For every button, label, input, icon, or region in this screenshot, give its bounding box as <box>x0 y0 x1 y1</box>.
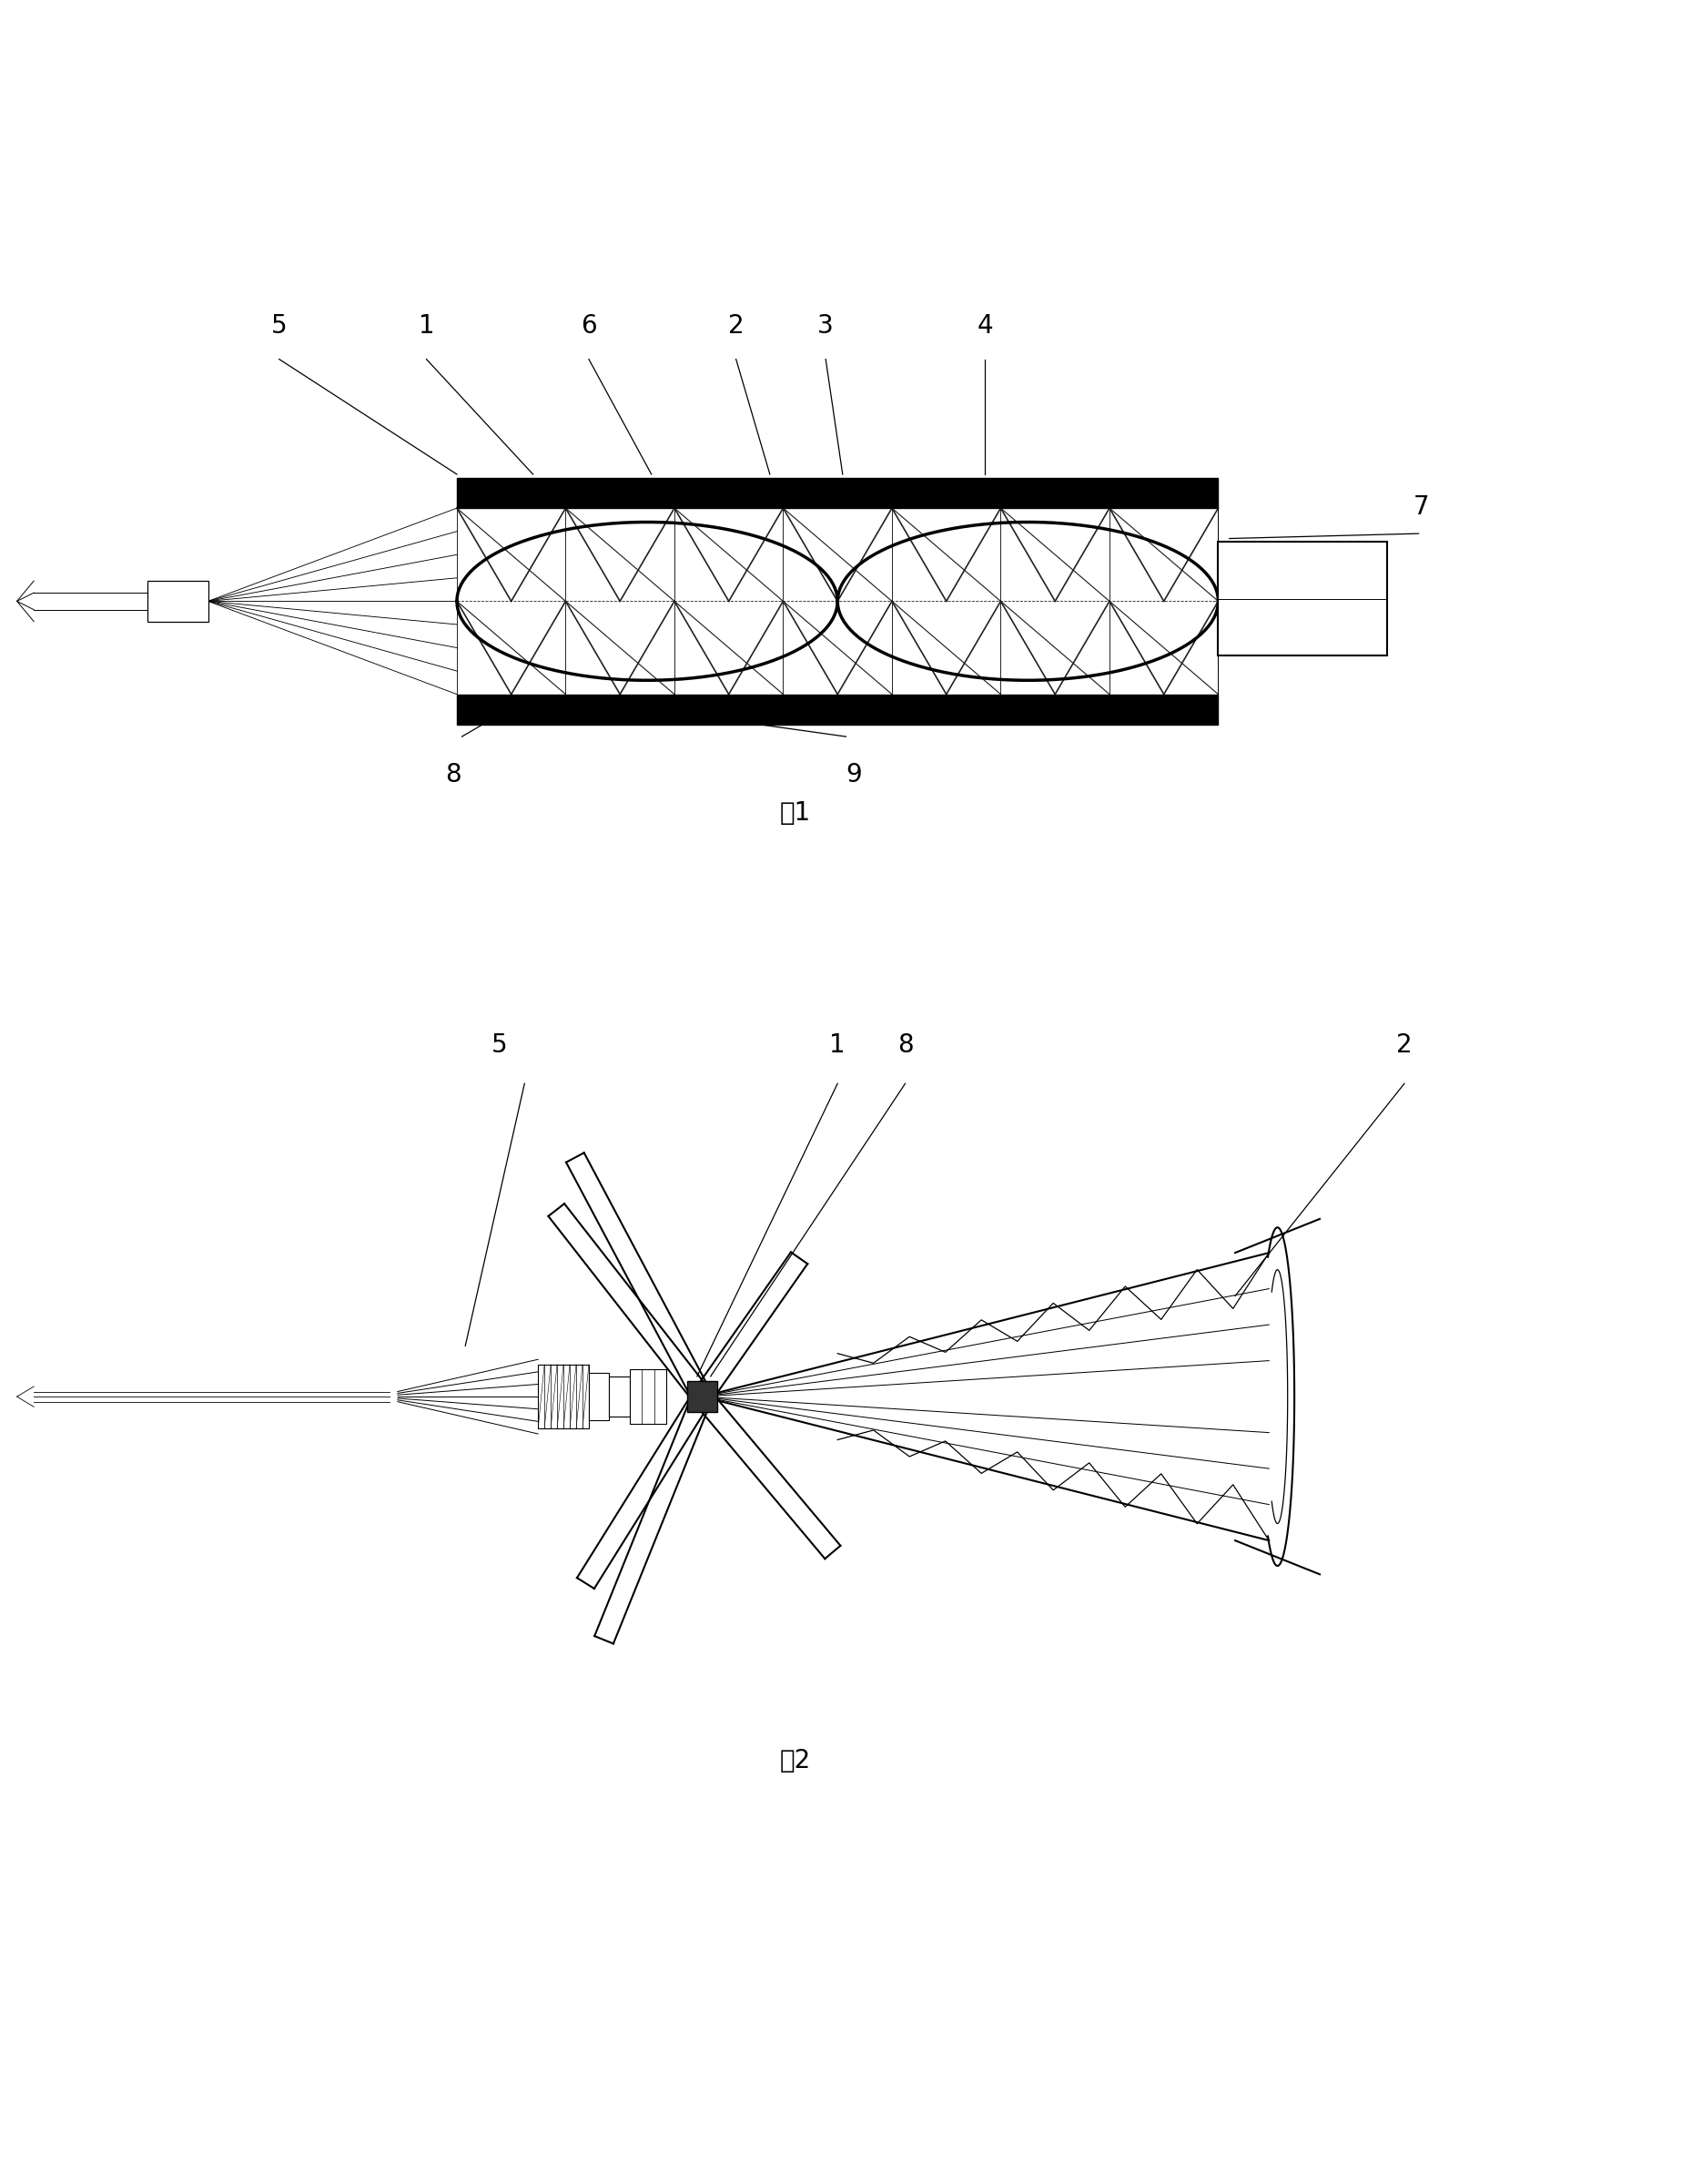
Text: 7: 7 <box>1413 494 1430 520</box>
Bar <box>687 1382 717 1411</box>
Bar <box>1218 542 1387 655</box>
Text: 2: 2 <box>1396 1033 1413 1059</box>
Text: 1: 1 <box>418 312 435 339</box>
Text: 6: 6 <box>580 312 597 339</box>
Bar <box>589 1374 609 1420</box>
Bar <box>457 478 1218 509</box>
Bar <box>538 1365 589 1428</box>
Bar <box>147 581 208 622</box>
Text: 5: 5 <box>491 1033 508 1059</box>
Bar <box>629 1369 667 1424</box>
Text: 8: 8 <box>897 1033 914 1059</box>
Bar <box>609 1376 629 1417</box>
Bar <box>457 695 1218 725</box>
Text: 3: 3 <box>817 312 834 339</box>
Text: 4: 4 <box>976 312 993 339</box>
Text: 2: 2 <box>728 312 744 339</box>
Text: 8: 8 <box>445 762 462 788</box>
Text: 图2: 图2 <box>780 1747 810 1773</box>
Text: 图1: 图1 <box>780 799 810 826</box>
Text: 9: 9 <box>846 762 863 788</box>
Text: 5: 5 <box>271 312 288 339</box>
Text: 1: 1 <box>829 1033 846 1059</box>
